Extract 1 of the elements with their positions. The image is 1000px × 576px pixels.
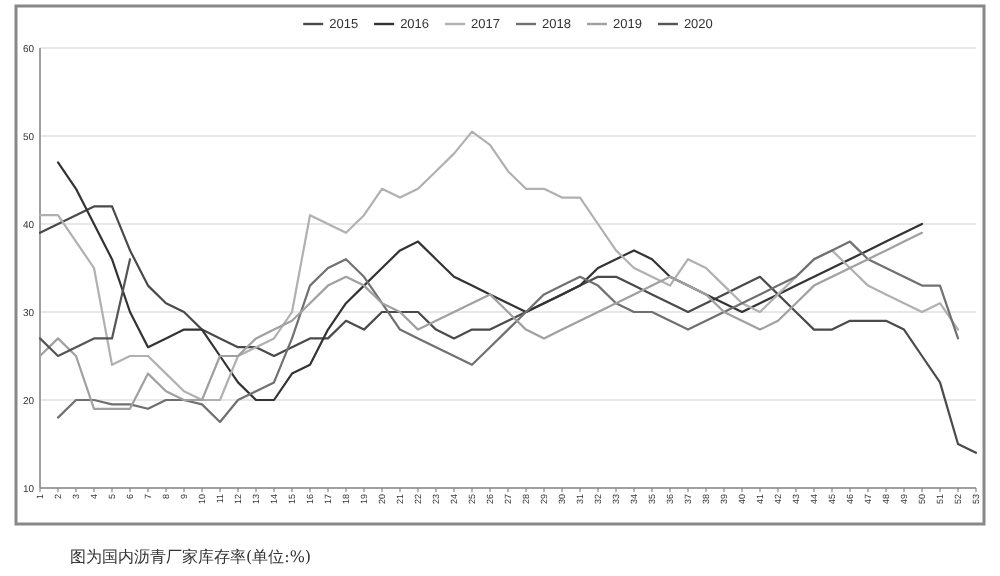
text: 图为国内沥青厂家库存率(单位:%) — [70, 548, 312, 566]
